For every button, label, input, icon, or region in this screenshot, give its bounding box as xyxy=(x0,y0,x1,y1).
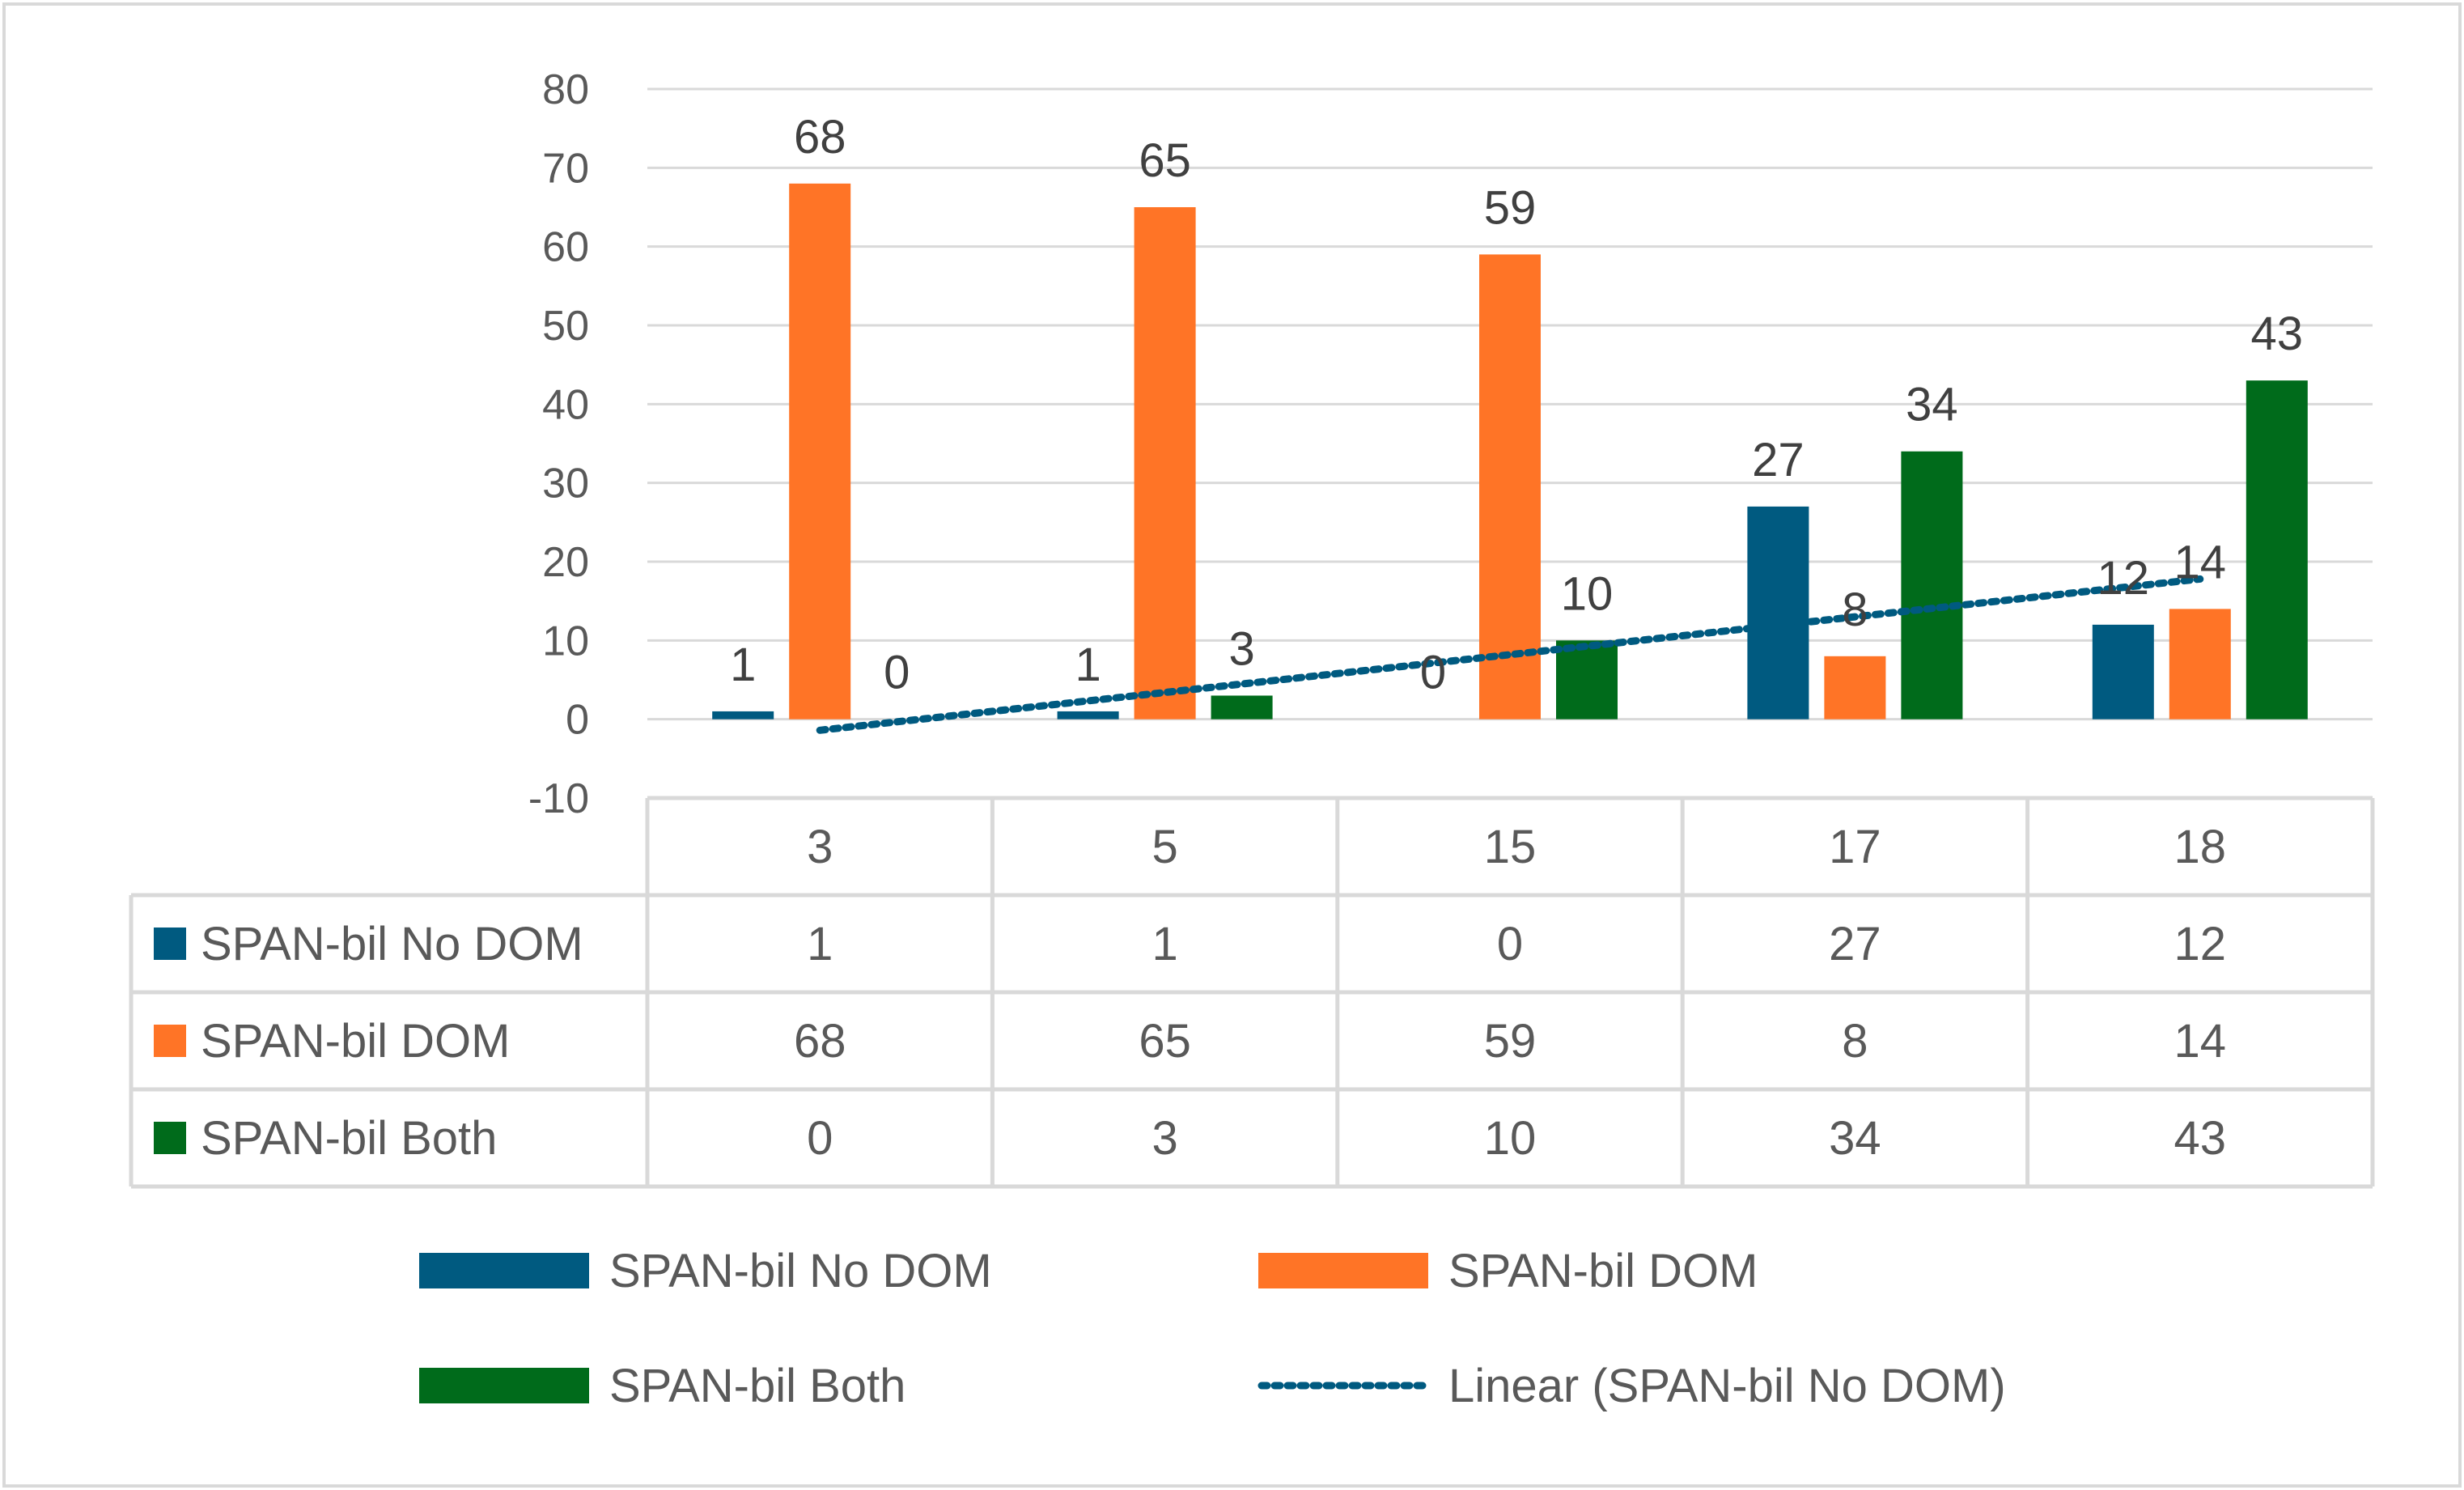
bar xyxy=(1556,640,1618,720)
table-cell: 34 xyxy=(1829,1112,1881,1165)
y-tick-label: 50 xyxy=(542,303,589,350)
y-tick-label: 0 xyxy=(566,697,589,744)
data-label: 68 xyxy=(794,111,846,163)
y-tick-label: 10 xyxy=(542,618,589,664)
data-label: 65 xyxy=(1139,134,1191,187)
legend-swatch xyxy=(419,1253,589,1288)
trendline-line xyxy=(816,575,2204,734)
y-tick-label: 20 xyxy=(542,539,589,586)
bar xyxy=(2092,624,2154,720)
data-label: 1 xyxy=(1075,639,1101,691)
bars xyxy=(712,183,2308,720)
bar xyxy=(1479,254,1541,720)
legend-label: SPAN-bil DOM xyxy=(1448,1245,1758,1297)
data-label: 10 xyxy=(1561,567,1614,620)
trendline xyxy=(816,575,2204,734)
y-tick-label: 30 xyxy=(542,461,589,507)
y-tick-label: -10 xyxy=(528,775,589,822)
table-cell: 8 xyxy=(1842,1015,1868,1068)
legend: SPAN-bil No DOM SPAN-bil DOM SPAN-bil Both… xyxy=(419,1245,2006,1412)
data-label: 0 xyxy=(884,647,910,699)
bar xyxy=(712,711,774,720)
bar xyxy=(789,183,851,720)
table-cell: 27 xyxy=(1829,918,1881,970)
x-tick-label: 5 xyxy=(1151,821,1177,873)
y-axis: 80 70 60 50 40 30 20 10 0 -10 xyxy=(528,66,589,822)
table-series-name: SPAN-bil DOM xyxy=(201,1015,510,1068)
table-series-name: SPAN-bil No DOM xyxy=(201,918,583,970)
legend-label: SPAN-bil Both xyxy=(609,1360,905,1412)
legend-swatch xyxy=(419,1368,589,1403)
bar xyxy=(1134,207,1196,720)
x-tick-label: 17 xyxy=(1829,821,1881,873)
data-label: 34 xyxy=(1906,379,1958,431)
y-tick-label: 70 xyxy=(542,145,589,192)
table-cell: 3 xyxy=(1151,1112,1177,1165)
bar xyxy=(1211,695,1273,720)
table-cell: 0 xyxy=(1497,918,1523,970)
legend-swatch xyxy=(1258,1253,1428,1288)
x-tick-label: 18 xyxy=(2174,821,2227,873)
table-cell: 1 xyxy=(807,918,833,970)
x-tick-label: 3 xyxy=(807,821,833,873)
table-series-key xyxy=(154,928,186,960)
table-cell: 65 xyxy=(1139,1015,1191,1068)
y-tick-label: 80 xyxy=(542,66,589,113)
legend-label: SPAN-bil No DOM xyxy=(609,1245,992,1297)
table-series-key xyxy=(154,1122,186,1154)
y-tick-label: 60 xyxy=(542,224,589,271)
data-label: 8 xyxy=(1842,584,1868,636)
bar xyxy=(2169,609,2231,720)
table-cell: 68 xyxy=(794,1015,846,1068)
table-cell: 12 xyxy=(2174,918,2227,970)
legend-label: Linear (SPAN-bil No DOM) xyxy=(1448,1360,2006,1412)
bar xyxy=(1057,711,1119,720)
y-tick-label: 40 xyxy=(542,381,589,428)
table-cell: 0 xyxy=(807,1112,833,1165)
data-label: 0 xyxy=(1420,647,1446,699)
bar xyxy=(1824,656,1886,720)
table-cell: 43 xyxy=(2174,1112,2227,1165)
table-cell: 14 xyxy=(2174,1015,2227,1068)
table-cell: 59 xyxy=(1484,1015,1537,1068)
table-cell: 10 xyxy=(1484,1112,1537,1165)
x-tick-label: 15 xyxy=(1484,821,1537,873)
data-label: 59 xyxy=(1484,181,1537,234)
data-label: 43 xyxy=(2251,308,2304,360)
bar xyxy=(1747,506,1809,720)
data-label: 27 xyxy=(1752,434,1805,486)
data-label: 1 xyxy=(730,639,756,691)
data-label: 3 xyxy=(1228,622,1254,675)
table-series-key xyxy=(154,1025,186,1057)
bar xyxy=(2246,380,2308,720)
table-series-name: SPAN-bil Both xyxy=(201,1112,497,1165)
data-label: 14 xyxy=(2174,536,2227,588)
bar xyxy=(1901,451,1963,720)
data-label: 12 xyxy=(2097,552,2150,605)
table-cell: 1 xyxy=(1151,918,1177,970)
